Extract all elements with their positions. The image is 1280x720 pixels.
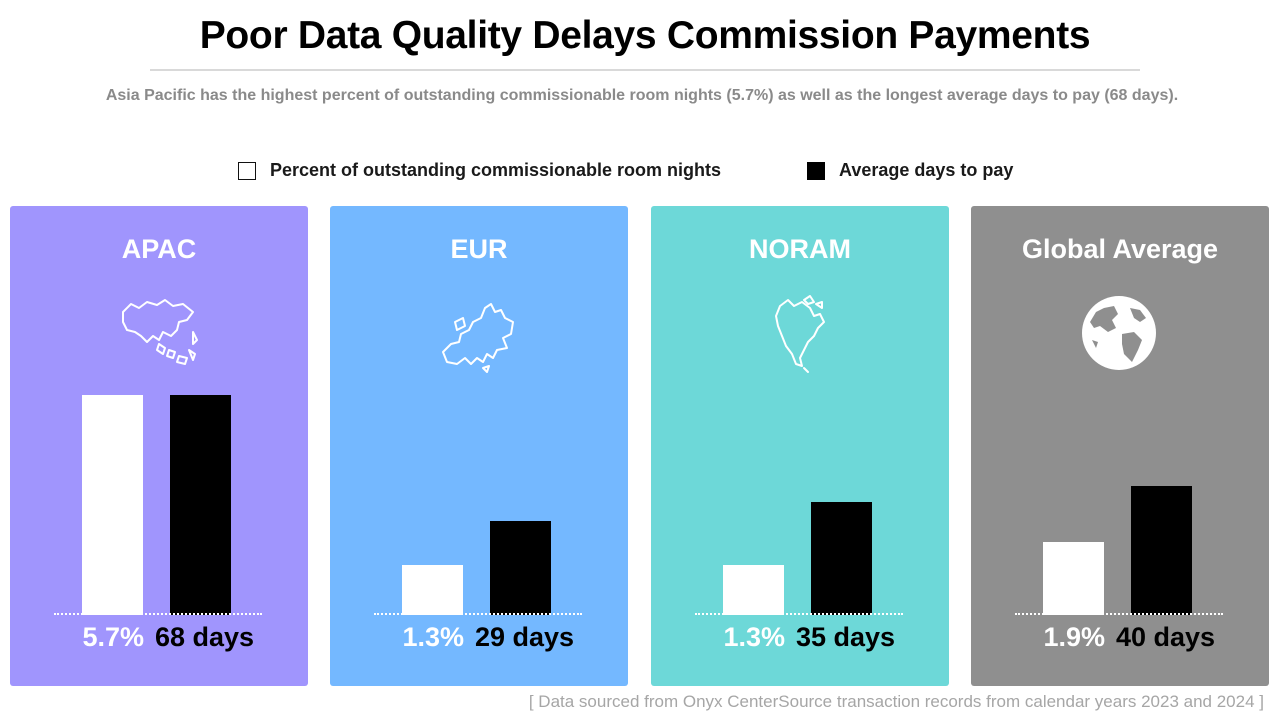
bar-percent [82, 395, 143, 615]
region-panel-noram: NORAM 1.3% 35 days [651, 206, 949, 686]
legend-swatch-solid [807, 161, 825, 180]
bar-percent [723, 565, 784, 615]
bar-days [1131, 486, 1192, 615]
value-label-days: 40 days [1116, 622, 1216, 652]
baseline [1015, 613, 1223, 615]
bar-days [811, 502, 872, 615]
legend-item-days: Average days to pay [807, 160, 1013, 181]
region-panel-apac: APAC 5.7% 68 days [10, 206, 308, 686]
page-title: Poor Data Quality Delays Commission Paym… [199, 14, 1091, 57]
legend-item-percent: Percent of outstanding commissionable ro… [238, 160, 721, 181]
north-america-map-icon [754, 292, 844, 374]
baseline [374, 613, 582, 615]
data-source-note: [ Data sourced from Onyx CenterSource tr… [528, 692, 1264, 711]
bar-days [490, 521, 551, 615]
europe-map-icon [433, 292, 523, 374]
panel-title: APAC [121, 234, 197, 264]
panel-title: EUR [450, 234, 508, 264]
legend-label-days: Average days to pay [839, 160, 1014, 180]
title-divider [150, 69, 1140, 71]
region-panel-global: Global Average 1.9% 40 days [971, 206, 1269, 686]
baseline [695, 613, 903, 615]
baseline [54, 613, 262, 615]
value-label-percent: 1.3% [402, 622, 464, 652]
asia-map-icon [113, 292, 203, 374]
region-panel-eur: EUR 1.3% 29 days [330, 206, 628, 686]
bar-percent [1043, 542, 1104, 615]
page-subtitle: Asia Pacific has the highest percent of … [105, 87, 1179, 104]
panel-title: NORAM [749, 234, 851, 264]
value-label-days: 29 days [475, 622, 575, 652]
panel-title: Global Average [1021, 234, 1219, 264]
value-label-percent: 1.3% [723, 622, 785, 652]
bar-percent [402, 565, 463, 615]
legend-label-percent: Percent of outstanding commissionable ro… [270, 160, 722, 180]
value-label-days: 35 days [796, 622, 896, 652]
bar-days [170, 395, 231, 615]
chart-legend: Percent of outstanding commissionable ro… [0, 160, 1280, 184]
value-label-days: 68 days [155, 622, 255, 652]
value-label-percent: 5.7% [82, 622, 144, 652]
globe-icon [1074, 292, 1164, 374]
value-label-percent: 1.9% [1043, 622, 1105, 652]
legend-swatch-outline [238, 161, 256, 180]
